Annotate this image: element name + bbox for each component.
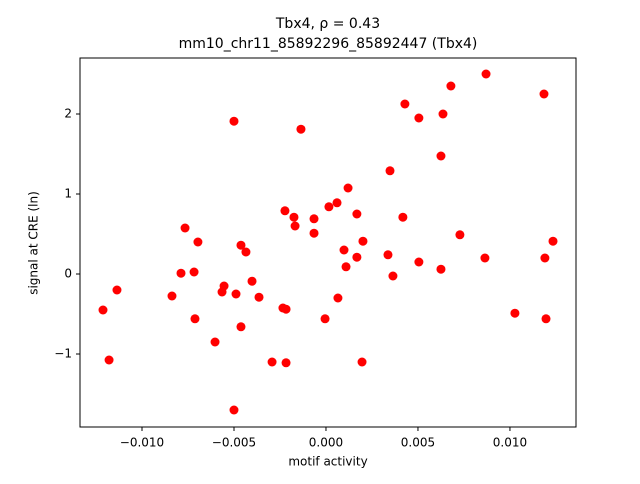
- point: [436, 264, 446, 274]
- x-tick-label: 0.005: [401, 436, 435, 450]
- chart-title: Tbx4, ρ = 0.43: [275, 16, 380, 32]
- point: [193, 237, 203, 247]
- point: [357, 357, 367, 367]
- x-tick-label: 0.000: [309, 436, 343, 450]
- point: [388, 271, 398, 281]
- point: [339, 245, 349, 255]
- point: [414, 113, 424, 123]
- point: [189, 267, 199, 277]
- point: [236, 240, 246, 250]
- point: [289, 212, 299, 222]
- point: [341, 262, 351, 272]
- point: [267, 357, 277, 367]
- point: [98, 305, 108, 315]
- point: [343, 183, 353, 193]
- point: [541, 314, 551, 324]
- x-tick-label: −0.010: [120, 436, 164, 450]
- point: [280, 206, 290, 216]
- point: [236, 322, 246, 332]
- point: [539, 89, 549, 99]
- point: [400, 99, 410, 109]
- point: [385, 166, 395, 176]
- point: [290, 221, 300, 231]
- point: [180, 223, 190, 233]
- x-axis-label: motif activity: [288, 455, 367, 469]
- point: [455, 230, 465, 240]
- point: [383, 250, 393, 260]
- point: [352, 209, 362, 219]
- point: [333, 293, 343, 303]
- point: [309, 214, 319, 224]
- y-axis-label: signal at CRE (ln): [27, 191, 41, 295]
- y-tick-label: 0: [64, 267, 72, 281]
- point: [320, 314, 330, 324]
- point: [281, 358, 291, 368]
- point: [548, 236, 558, 246]
- point: [167, 291, 177, 301]
- y-tick-label: 1: [64, 187, 72, 201]
- point: [229, 405, 239, 415]
- x-tick-label: 0.010: [493, 436, 527, 450]
- point: [324, 202, 334, 212]
- point: [296, 124, 306, 134]
- point: [254, 292, 264, 302]
- point: [414, 257, 424, 267]
- point: [190, 314, 200, 324]
- point: [480, 253, 490, 263]
- y-tick-label: −1: [54, 347, 72, 361]
- point: [352, 252, 362, 262]
- point: [241, 247, 251, 257]
- point: [309, 228, 319, 238]
- point: [398, 212, 408, 222]
- point: [219, 281, 229, 291]
- x-tick-label: −0.005: [212, 436, 256, 450]
- y-tick-label: 2: [64, 107, 72, 121]
- point: [358, 236, 368, 246]
- point: [481, 69, 491, 79]
- point: [436, 151, 446, 161]
- point: [510, 308, 520, 318]
- point: [229, 116, 239, 126]
- chart-subtitle: mm10_chr11_85892296_85892447 (Tbx4): [179, 36, 478, 52]
- plot-frame: [79, 57, 577, 428]
- point: [247, 276, 257, 286]
- point: [104, 355, 114, 365]
- point: [112, 285, 122, 295]
- point: [540, 253, 550, 263]
- point: [281, 304, 291, 314]
- point: [438, 109, 448, 119]
- point: [332, 198, 342, 208]
- point: [446, 81, 456, 91]
- point: [176, 268, 186, 278]
- point: [231, 289, 241, 299]
- point: [210, 337, 220, 347]
